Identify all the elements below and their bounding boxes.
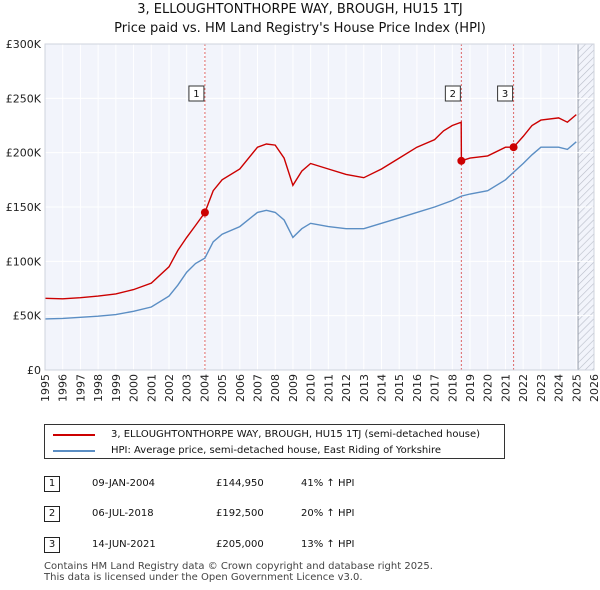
title-line-2: Price paid vs. HM Land Registry's House … — [114, 21, 486, 36]
x-tick-label: 2011 — [322, 374, 335, 402]
sale-date: 09-JAN-2004 — [92, 478, 156, 489]
x-tick-label: 2003 — [181, 374, 194, 402]
x-tick-label: 1996 — [57, 374, 70, 402]
x-tick-label: 2001 — [145, 374, 158, 402]
transaction-label-box — [444, 85, 461, 102]
sale-row: 1 09-JAN-2004 £144,950 41% ↑ HPI — [44, 476, 584, 494]
title-line-1: 3, ELLOUGHTONTHORPE WAY, BROUGH, HU15 1T… — [137, 2, 463, 17]
x-tick-label: 2025 — [570, 374, 583, 402]
y-tick-label: £0 — [27, 364, 41, 377]
x-tick-label: 2021 — [499, 374, 512, 402]
y-tick-label: £150K — [6, 201, 42, 214]
series-line-hpi — [44, 141, 577, 320]
legend-label-property: 3, ELLOUGHTONTHORPE WAY, BROUGH, HU15 1T… — [111, 429, 481, 440]
x-tick-label: 2008 — [269, 374, 282, 402]
x-tick-label: 2023 — [535, 374, 548, 402]
footer: Contains HM Land Registry data © Crown c… — [44, 561, 433, 583]
x-tick-label: 1998 — [92, 374, 105, 402]
sale-price: £144,950 — [216, 478, 264, 489]
sale-hpi-change: 20% ↑ HPI — [301, 508, 355, 519]
x-tick-label: 1997 — [74, 374, 87, 402]
sale-number-badge: 3 — [44, 537, 60, 553]
transaction-label-number: 3 — [502, 89, 508, 100]
x-tick-label: 2007 — [252, 374, 265, 402]
y-tick-label: £200K — [6, 147, 42, 160]
x-tick-label: 2026 — [588, 374, 600, 402]
sale-price: £205,000 — [216, 539, 264, 550]
x-tick-label: 2016 — [411, 374, 424, 402]
series-line-property — [44, 114, 577, 300]
x-tick-label: 2009 — [287, 374, 300, 402]
x-tick-label: 2013 — [358, 374, 371, 402]
sale-date: 06-JUL-2018 — [92, 508, 154, 519]
sale-number-badge: 1 — [44, 476, 60, 492]
legend: 3, ELLOUGHTONTHORPE WAY, BROUGH, HU15 1T… — [44, 424, 505, 459]
x-tick-label: 2015 — [393, 374, 406, 402]
x-tick-label: 2002 — [163, 374, 176, 402]
sale-row: 2 06-JUL-2018 £192,500 20% ↑ HPI — [44, 506, 584, 524]
transaction-marker — [509, 143, 518, 152]
x-tick-label: 2022 — [517, 374, 530, 402]
transaction-label-number: 1 — [193, 89, 199, 100]
x-tick-label: 2005 — [216, 374, 229, 402]
sale-date: 14-JUN-2021 — [92, 539, 156, 550]
transaction-label-box — [188, 85, 205, 102]
x-tick-label: 2020 — [482, 374, 495, 402]
x-tick-label: 2010 — [305, 374, 318, 402]
x-tick-label: 2006 — [234, 374, 247, 402]
legend-label-hpi: HPI: Average price, semi-detached house,… — [111, 445, 442, 456]
transaction-label-number: 2 — [450, 89, 456, 100]
transaction-marker — [457, 156, 466, 165]
transaction-label-box — [497, 85, 514, 102]
sale-row: 3 14-JUN-2021 £205,000 13% ↑ HPI — [44, 537, 584, 555]
y-tick-label: £100K — [6, 255, 42, 268]
x-tick-label: 2024 — [553, 374, 566, 402]
x-tick-label: 1999 — [110, 374, 123, 402]
x-tick-label: 2000 — [128, 374, 141, 402]
x-tick-label: 2019 — [464, 374, 477, 402]
sale-number-badge: 2 — [44, 506, 60, 522]
legend-item-hpi: HPI: Average price, semi-detached house,… — [45, 442, 441, 459]
x-tick-label: 2017 — [429, 374, 442, 402]
price-chart: £0 £50K £100K £150K £200K £250K £300K 1995 1996 1… — [6, 38, 600, 402]
footer-line-2: This data is licensed under the Open Gov… — [44, 572, 363, 583]
sale-price: £192,500 — [216, 508, 264, 519]
y-tick-label: £300K — [6, 38, 42, 51]
plot-frame — [44, 43, 595, 371]
x-tick-label: 2004 — [198, 374, 211, 402]
legend-swatch-red — [53, 433, 95, 436]
footer-line-1: Contains HM Land Registry data © Crown c… — [44, 561, 433, 572]
x-tick-label: 1995 — [39, 374, 52, 402]
chart-title: 3, ELLOUGHTONTHORPE WAY, BROUGH, HU15 1T… — [0, 0, 600, 38]
x-tick-label: 2018 — [446, 374, 459, 402]
sale-hpi-change: 41% ↑ HPI — [301, 478, 355, 489]
sale-hpi-change: 13% ↑ HPI — [301, 539, 355, 550]
y-tick-label: £250K — [6, 92, 42, 105]
y-tick-label: £50K — [13, 310, 42, 323]
transaction-marker — [200, 208, 209, 217]
x-tick-label: 2012 — [340, 374, 353, 402]
legend-swatch-blue — [53, 449, 95, 452]
legend-item-property: 3, ELLOUGHTONTHORPE WAY, BROUGH, HU15 1T… — [45, 426, 480, 443]
x-tick-label: 2014 — [375, 374, 388, 402]
